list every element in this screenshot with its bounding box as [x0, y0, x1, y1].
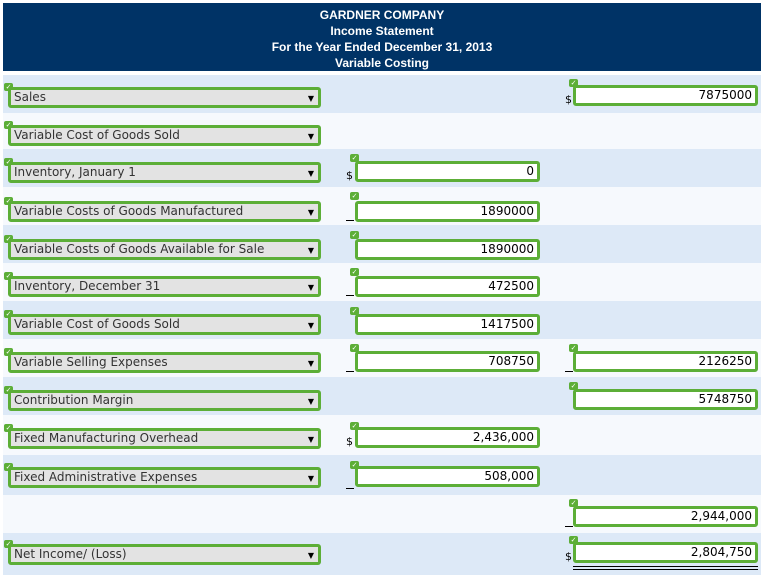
- amount-input-mid[interactable]: 1890000: [355, 201, 540, 222]
- chevron-down-icon: ▼: [307, 169, 314, 178]
- amount-input-mid[interactable]: 472500: [355, 276, 540, 297]
- chevron-down-icon: ▼: [307, 551, 314, 560]
- underline-mark: [565, 526, 573, 527]
- statement-header: GARDNER COMPANY Income Statement For the…: [3, 3, 761, 71]
- amount-input-mid[interactable]: 708750: [355, 351, 540, 372]
- chevron-down-icon: ▼: [307, 283, 314, 292]
- chevron-down-icon: ▼: [307, 208, 314, 217]
- underline-mark: [346, 220, 354, 221]
- check-icon: ✓: [569, 344, 578, 352]
- chevron-down-icon: ▼: [307, 246, 314, 255]
- chevron-down-icon: ▼: [307, 94, 314, 103]
- row-label-select[interactable]: Contribution Margin ▼: [8, 390, 321, 411]
- row-label-select[interactable]: Variable Costs of Goods Manufactured ▼: [8, 201, 321, 222]
- amount-input-right[interactable]: 7875000: [573, 85, 758, 106]
- costing-method: Variable Costing: [334, 56, 430, 70]
- amount-input-mid[interactable]: 1890000: [355, 239, 540, 260]
- row-label-select[interactable]: Variable Selling Expenses ▼: [8, 352, 321, 373]
- chevron-down-icon: ▼: [307, 474, 314, 483]
- check-icon: ✓: [350, 344, 359, 352]
- row-label-select[interactable]: Inventory, December 31 ▼: [8, 276, 321, 297]
- check-icon: ✓: [350, 307, 359, 315]
- row-label-select[interactable]: Variable Costs of Goods Available for Sa…: [8, 239, 321, 260]
- amount-input-mid[interactable]: 2,436,000: [355, 427, 540, 448]
- amount-input-mid[interactable]: 0: [355, 161, 540, 182]
- row-label-select[interactable]: Variable Cost of Goods Sold ▼: [8, 125, 321, 146]
- check-icon: ✓: [350, 422, 359, 430]
- statement-title: Income Statement: [330, 24, 434, 38]
- check-icon: ✓: [569, 536, 578, 544]
- check-icon: ✓: [350, 154, 359, 162]
- check-icon: ✓: [569, 79, 578, 87]
- row-label-select[interactable]: Inventory, January 1 ▼: [8, 162, 321, 183]
- check-icon: ✓: [569, 499, 578, 507]
- amount-input-right[interactable]: 2,804,750: [573, 542, 758, 563]
- chevron-down-icon: ▼: [307, 359, 314, 368]
- chevron-down-icon: ▼: [307, 397, 314, 406]
- amount-input-right[interactable]: 5748750: [573, 389, 758, 410]
- check-icon: ✓: [350, 231, 359, 239]
- check-icon: ✓: [569, 382, 578, 390]
- chevron-down-icon: ▼: [307, 435, 314, 444]
- amount-input-mid[interactable]: 508,000: [355, 466, 540, 487]
- amount-input-right[interactable]: 2,944,000: [573, 506, 758, 527]
- chevron-down-icon: ▼: [307, 132, 314, 141]
- amount-input-right[interactable]: 2126250: [573, 351, 758, 372]
- row-label-select[interactable]: Fixed Administrative Expenses ▼: [8, 467, 321, 488]
- row-label-select[interactable]: Fixed Manufacturing Overhead ▼: [8, 428, 321, 449]
- check-icon: ✓: [350, 192, 359, 200]
- check-icon: ✓: [350, 268, 359, 276]
- chevron-down-icon: ▼: [307, 321, 314, 330]
- statement-period: For the Year Ended December 31, 2013: [271, 40, 493, 54]
- company-name: GARDNER COMPANY: [319, 8, 445, 22]
- dollar-sign: $: [565, 550, 572, 563]
- dollar-sign: $: [346, 435, 353, 448]
- check-icon: ✓: [350, 461, 359, 469]
- amount-input-mid[interactable]: 1417500: [355, 314, 540, 335]
- dollar-sign: $: [346, 169, 353, 182]
- row-label-select[interactable]: Variable Cost of Goods Sold ▼: [8, 314, 321, 335]
- dollar-sign: $: [565, 93, 572, 106]
- underline-mark: [565, 371, 573, 372]
- underline-mark: [346, 488, 354, 489]
- underline-mark: [346, 295, 354, 296]
- double-underline: [573, 566, 758, 570]
- row-label-select[interactable]: Net Income/ (Loss) ▼: [8, 544, 321, 565]
- underline-mark: [346, 371, 354, 372]
- row-label-select[interactable]: Sales ▼: [8, 87, 321, 108]
